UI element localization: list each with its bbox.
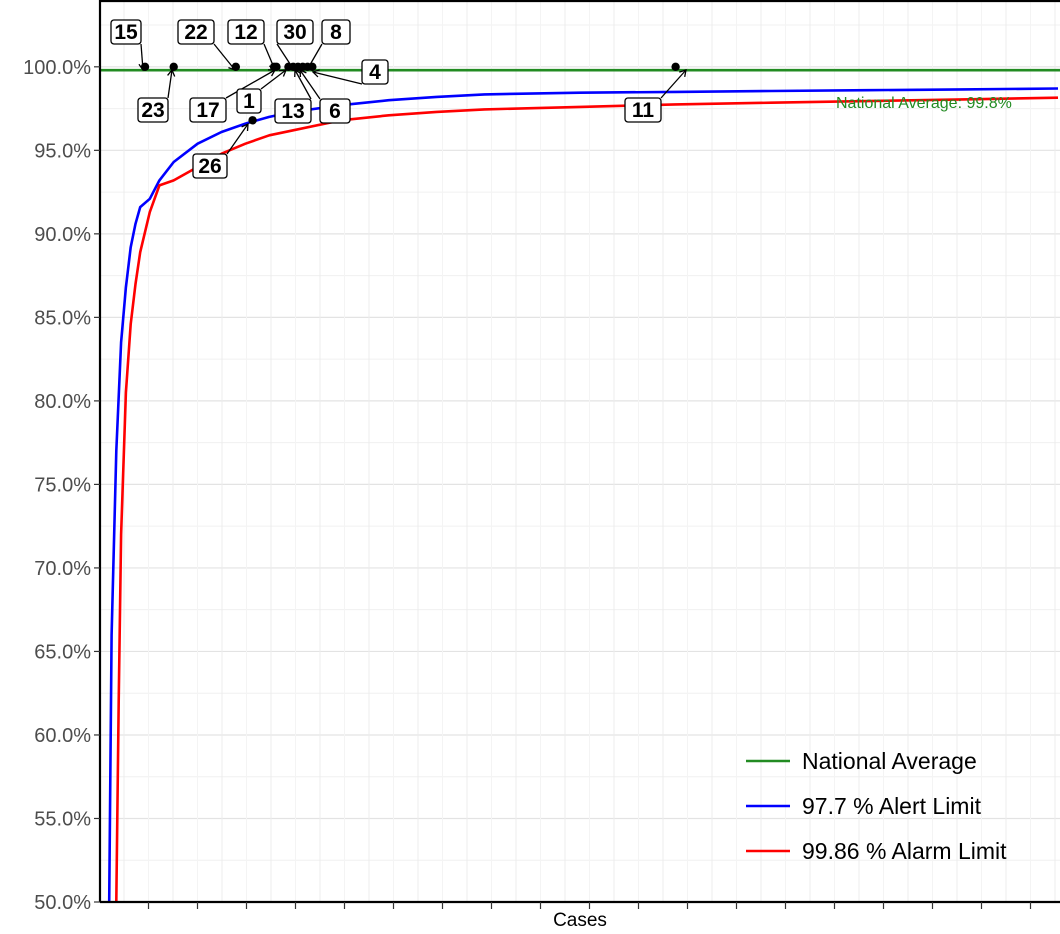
series-line-alert-limit xyxy=(107,87,1059,903)
national-average-group: National Average: 99.8% xyxy=(100,68,1060,112)
data-points: 15 23 22 26 17 12 1 30 13 6 8 4 11 xyxy=(110,19,687,179)
x-axis-title: Cases xyxy=(553,910,607,931)
point-label-box xyxy=(236,88,262,114)
data-point xyxy=(671,62,680,72)
leader-line xyxy=(225,69,276,99)
leader-line xyxy=(660,69,687,99)
leader-arrowhead xyxy=(268,62,277,72)
grid xyxy=(100,0,1060,903)
leader-line xyxy=(263,43,276,71)
point-label-box xyxy=(192,153,228,179)
leader-arrowhead xyxy=(311,69,320,78)
leader-line xyxy=(276,43,295,71)
y-tick-label: 90.0% xyxy=(34,224,91,246)
point-label-box xyxy=(137,97,169,123)
point-label: 13 xyxy=(281,100,304,123)
point-label-box xyxy=(276,19,314,45)
leader-line xyxy=(312,71,363,85)
leader-line xyxy=(167,69,173,99)
leader-line xyxy=(306,43,323,71)
point-label-box xyxy=(624,97,662,123)
national-average-annotation: National Average: 99.8% xyxy=(836,95,1012,112)
y-tick-label: 100.0% xyxy=(23,57,91,79)
point-label: 22 xyxy=(184,21,207,44)
y-tick-label: 50.0% xyxy=(34,892,91,914)
point-label: 23 xyxy=(141,99,164,122)
legend-label: 99.86 % Alarm Limit xyxy=(802,838,1007,864)
legend-label: National Average xyxy=(802,748,977,774)
series-lines xyxy=(107,87,1059,903)
point-label-box xyxy=(319,98,351,124)
point-label-box xyxy=(189,97,227,123)
point-label-box xyxy=(177,19,215,45)
leader-arrowhead xyxy=(679,69,687,77)
leader-line xyxy=(213,43,236,71)
y-tick-label: 75.0% xyxy=(34,474,91,496)
leader-arrowhead xyxy=(241,122,249,132)
x-axis xyxy=(147,902,1032,909)
y-tick-label: 65.0% xyxy=(34,641,91,663)
point-label: 15 xyxy=(114,21,138,44)
y-tick-label: 85.0% xyxy=(34,307,91,329)
point-label: 1 xyxy=(243,90,255,113)
leader-arrowhead xyxy=(138,63,147,72)
y-tick-label: 70.0% xyxy=(34,558,91,580)
leader-arrowhead xyxy=(278,69,288,77)
point-label: 26 xyxy=(198,155,221,178)
leader-line xyxy=(226,123,249,155)
leader-line xyxy=(140,43,144,71)
leader-line xyxy=(260,69,287,90)
y-tick-label: 95.0% xyxy=(34,140,91,162)
point-label: 30 xyxy=(283,21,306,44)
leader-arrowhead xyxy=(287,62,295,72)
leader-arrowhead xyxy=(306,62,314,72)
data-point xyxy=(169,62,178,72)
point-label: 11 xyxy=(632,99,655,122)
point-label-box xyxy=(274,98,312,124)
leader-line xyxy=(294,69,312,100)
y-tick-label: 60.0% xyxy=(34,725,91,747)
point-label: 17 xyxy=(196,99,219,122)
point-label: 8 xyxy=(330,21,342,44)
legend-label: 97.7 % Alert Limit xyxy=(802,793,982,819)
y-tick-label: 80.0% xyxy=(34,391,91,413)
y-tick-label: 55.0% xyxy=(34,808,91,830)
point-label: 6 xyxy=(329,100,341,123)
series-line-alarm-limit xyxy=(115,96,1059,903)
leader-arrowhead xyxy=(299,68,307,78)
point-label-box xyxy=(361,59,389,85)
point-label: 4 xyxy=(369,61,381,84)
leader-arrowhead xyxy=(228,62,236,71)
y-axis: 50.0% 55.0% 60.0% 65.0% 70.0% 75.0% 80.0% 85.0%… xyxy=(23,57,100,914)
leader-arrowhead xyxy=(294,68,302,78)
leader-arrowhead xyxy=(167,68,176,77)
point-label-box xyxy=(321,19,351,45)
leader-line xyxy=(299,69,321,100)
point-label-box xyxy=(227,19,265,45)
data-point xyxy=(248,116,257,125)
legend: National Average 97.7 % Alert Limit 99.86 … xyxy=(746,748,1007,864)
point-label: 12 xyxy=(234,21,257,44)
point-label-box xyxy=(110,19,142,45)
